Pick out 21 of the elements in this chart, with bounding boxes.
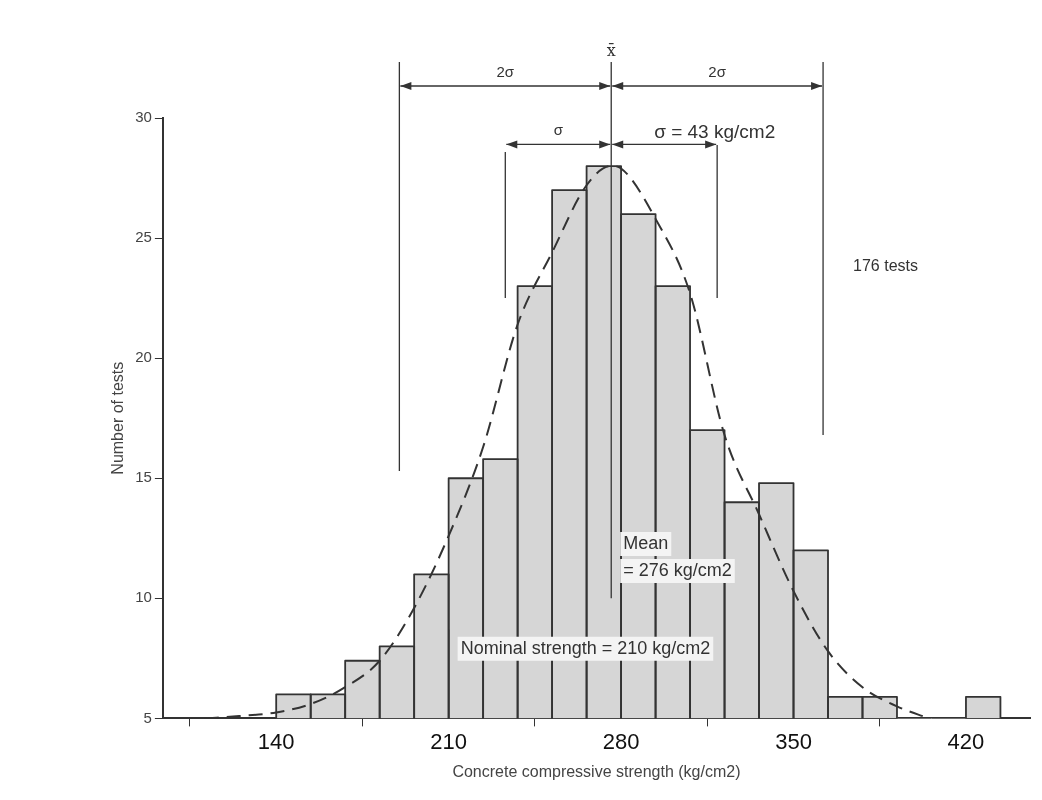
y-tick-label: 15 xyxy=(135,468,152,486)
text: 2σ xyxy=(708,62,727,80)
x-tick-label: 210 xyxy=(430,728,467,754)
annotation: σ xyxy=(553,121,564,139)
text: 2σ xyxy=(496,62,515,80)
x-tick-label: 420 xyxy=(947,728,985,754)
x-tick-label: 140 xyxy=(257,728,295,754)
annotation: Nominal strength = 210 kg/cm2 xyxy=(460,637,711,658)
x-axis-title: Concrete compressive strength (kg/cm2) xyxy=(452,762,741,780)
y-axis-title: Number of tests xyxy=(109,361,127,475)
y-tick-label: 10 xyxy=(135,588,152,606)
y-tick-label: 20 xyxy=(135,348,152,366)
annotation: σ = 43 kg/cm2 xyxy=(654,121,776,143)
y-tick-label: 25 xyxy=(135,228,152,246)
x-tick-label: 350 xyxy=(775,728,812,754)
annotation: Mean = 276 kg/cm2 xyxy=(623,532,732,580)
x-tick-label: 280 xyxy=(602,728,640,754)
annotation: 176 tests xyxy=(853,256,919,274)
ref-line-label: x̄ xyxy=(606,41,616,61)
y-tick-label: 5 xyxy=(143,708,152,726)
y-tick-label: 30 xyxy=(135,108,152,126)
